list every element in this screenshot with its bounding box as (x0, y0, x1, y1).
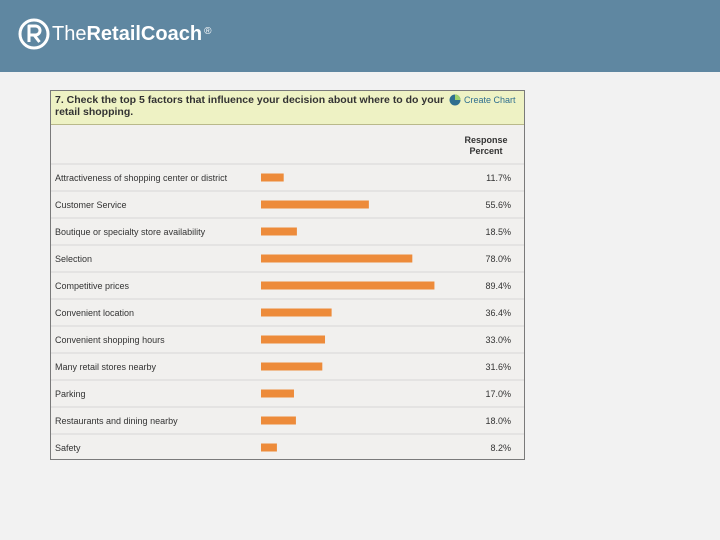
category-label: Parking (55, 389, 86, 399)
category-label: Attractiveness of shopping center or dis… (55, 173, 228, 183)
question-header: 7. Check the top 5 factors that influenc… (51, 91, 524, 125)
category-label: Safety (55, 443, 81, 453)
bar (261, 173, 284, 182)
create-chart-link[interactable]: Create Chart (449, 94, 516, 106)
logo-text: TheRetailCoach ® (52, 18, 211, 50)
value-label: 78.0% (485, 254, 511, 264)
category-label: Convenient location (55, 308, 134, 318)
value-label: 55.6% (485, 200, 511, 210)
logo-registered: ® (204, 26, 212, 37)
value-label: 18.0% (485, 416, 511, 426)
value-label: 36.4% (485, 308, 511, 318)
response-header-line2: Percent (469, 146, 503, 156)
bar-chart: Attractiveness of shopping center or dis… (51, 163, 524, 453)
pie-chart-icon (449, 94, 461, 106)
value-label: 33.0% (485, 335, 511, 345)
category-label: Restaurants and dining nearby (55, 416, 178, 426)
category-label: Boutique or specialty store availability (55, 227, 206, 237)
response-percent-header: Response Percent (451, 135, 521, 157)
logo-prefix: The (52, 23, 87, 45)
survey-results-panel: 7. Check the top 5 factors that influenc… (50, 90, 525, 460)
value-label: 31.6% (485, 362, 511, 372)
logo[interactable]: TheRetailCoach ® (18, 18, 211, 50)
bar (261, 443, 277, 452)
category-label: Many retail stores nearby (55, 362, 157, 372)
bar (261, 200, 369, 209)
bar (261, 254, 413, 263)
category-label: Competitive prices (55, 281, 130, 291)
question-title: 7. Check the top 5 factors that influenc… (55, 94, 445, 118)
bar (261, 308, 332, 317)
create-chart-label: Create Chart (464, 95, 516, 105)
category-label: Customer Service (55, 200, 127, 210)
value-label: 8.2% (490, 443, 511, 453)
value-label: 17.0% (485, 389, 511, 399)
category-label: Selection (55, 254, 92, 264)
bar (261, 362, 323, 371)
bar (261, 335, 326, 344)
bar (261, 389, 294, 398)
header-bar: TheRetailCoach ® (0, 0, 720, 72)
logo-r-icon (18, 18, 50, 50)
logo-bold: RetailCoach (86, 23, 203, 45)
category-label: Convenient shopping hours (55, 335, 165, 345)
response-header-line1: Response (464, 135, 508, 145)
bar (261, 281, 435, 290)
value-label: 18.5% (485, 227, 511, 237)
value-label: 11.7% (486, 173, 511, 183)
value-label: 89.4% (485, 281, 511, 291)
bar (261, 227, 297, 236)
bar (261, 416, 296, 425)
